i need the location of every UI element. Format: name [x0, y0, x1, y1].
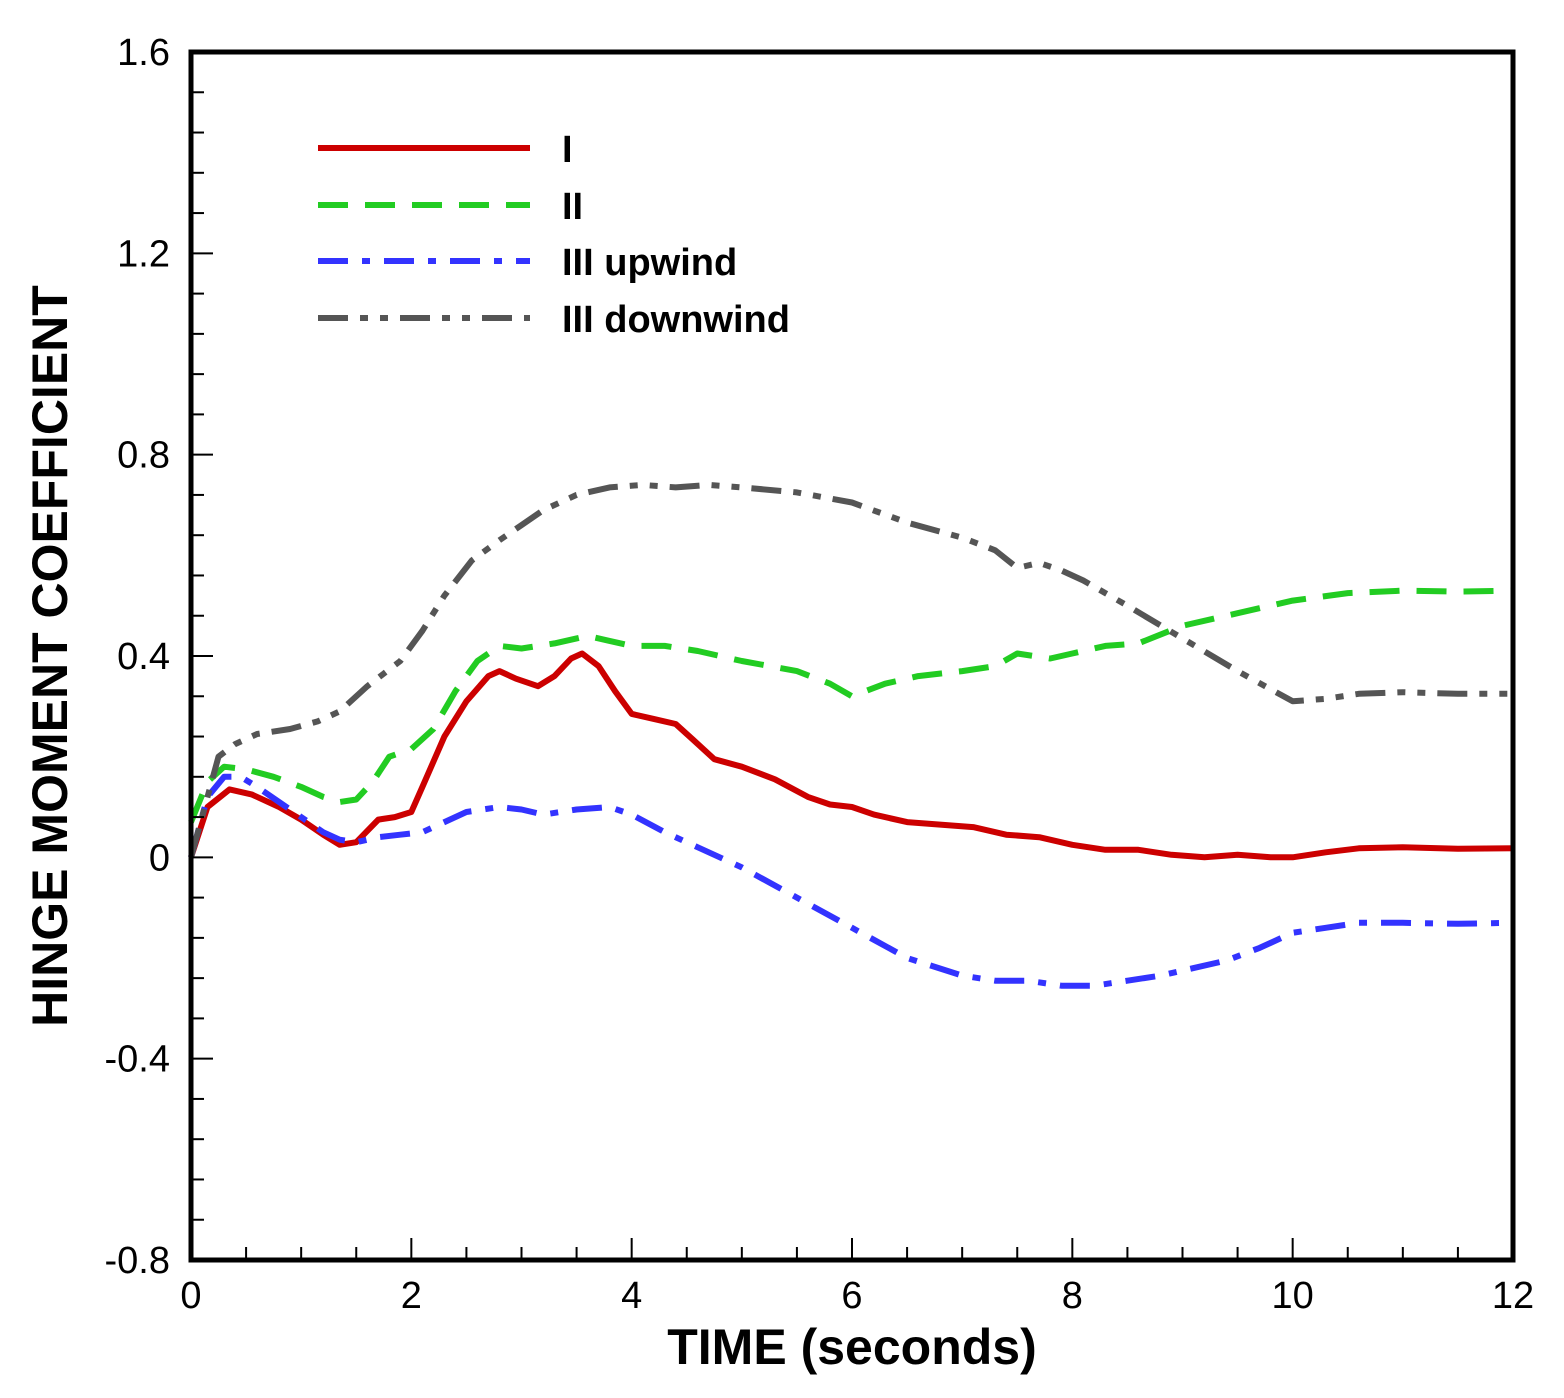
legend-label-4: III downwind — [562, 299, 790, 341]
y-tick-label: 0.8 — [117, 435, 170, 477]
series-line-2 — [188, 587, 1514, 824]
x-tick-label: 0 — [180, 1275, 201, 1317]
x-tick-label: 4 — [621, 1275, 642, 1317]
y-axis-title: HINGE MOMENT COEFFICIENT — [22, 285, 78, 1027]
x-axis-title: TIME (seconds) — [667, 1319, 1036, 1375]
x-tick-label: 6 — [841, 1275, 862, 1317]
tick-labels: 0 2 4 6 8 10 12 -0.8 -0.4 0 0.4 0.8 1.2 1.6 — [105, 32, 1535, 1317]
axis-ticks — [190, 51, 1514, 1261]
x-tick-label: 12 — [1492, 1275, 1534, 1317]
y-tick-label: 0 — [149, 837, 170, 879]
y-tick-label: 0.4 — [117, 636, 170, 678]
y-tick-label: -0.8 — [105, 1240, 170, 1282]
plot-frame — [188, 49, 1516, 1263]
series-line-3 — [188, 773, 1514, 989]
plot-lines — [188, 481, 1514, 989]
x-tick-label: 2 — [401, 1275, 422, 1317]
legend-label-1: I — [562, 129, 573, 171]
y-tick-label: 1.2 — [117, 233, 170, 275]
x-tick-label: 8 — [1062, 1275, 1083, 1317]
y-tick-label: 1.6 — [117, 32, 170, 74]
y-tick-label: -0.4 — [105, 1039, 170, 1081]
x-tick-label: 10 — [1272, 1275, 1314, 1317]
series-line-4 — [188, 481, 1513, 859]
series-line-1 — [188, 650, 1514, 861]
legend-label-3: III upwind — [562, 242, 737, 284]
legend-label-2: II — [562, 186, 583, 228]
